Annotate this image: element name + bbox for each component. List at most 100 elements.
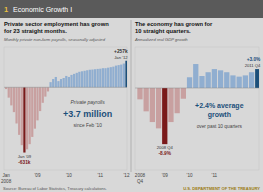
annotation: since Feb '10	[73, 123, 102, 128]
bar	[5, 87, 7, 89]
chart-title: Private sector employment has grownfor 2…	[4, 21, 109, 34]
text-line: Private sector employment has grown	[4, 21, 109, 27]
bar	[99, 69, 101, 88]
annotation: Jan '12	[114, 55, 128, 60]
bar	[34, 87, 36, 128]
chart-title: The economy has grown for10 straight qua…	[135, 21, 213, 34]
bar	[21, 87, 23, 145]
divider	[131, 20, 132, 172]
bar	[73, 74, 75, 87]
bar	[94, 69, 96, 87]
bar	[102, 68, 104, 87]
annotation: +257k	[114, 49, 128, 54]
text-line: 10 straight quarters.	[135, 28, 191, 34]
bar	[212, 69, 217, 88]
bar	[112, 67, 114, 88]
x-tick-label: '10	[66, 173, 72, 178]
big-label: +2.4% averagegrowth	[195, 102, 244, 119]
bar	[199, 76, 204, 88]
bar	[86, 70, 88, 87]
annotation: +3.0%	[247, 57, 261, 62]
bar	[65, 76, 67, 87]
bar	[156, 88, 161, 128]
bar	[218, 70, 223, 88]
bar	[175, 88, 180, 113]
bar	[60, 79, 62, 87]
annotation: 2011 Q4	[245, 63, 261, 68]
annotation: 2008 Q4	[157, 145, 174, 150]
page-title: Economic Growth I	[13, 6, 72, 13]
x-tick-label: '12	[123, 173, 129, 178]
bar	[81, 71, 83, 87]
bar	[255, 69, 259, 88]
bar	[42, 87, 44, 103]
bar	[168, 88, 173, 122]
bar	[115, 66, 117, 88]
bar	[23, 87, 25, 152]
text-line: 2008	[135, 173, 146, 178]
annotation: over past 10 quarters	[197, 124, 243, 129]
bar	[181, 88, 186, 99]
chart: The economy has grown for10 straight qua…	[134, 21, 261, 184]
bar	[123, 64, 125, 88]
bar	[118, 65, 120, 87]
plot-frame	[4, 47, 127, 170]
title-number: 1	[4, 5, 8, 14]
annotation: -8.9%	[158, 151, 171, 156]
zero-line	[4, 87, 127, 88]
bar	[110, 67, 112, 87]
bars	[5, 61, 127, 153]
x-tick-label: '09	[162, 173, 168, 178]
text-line: 2008	[1, 179, 12, 184]
bar	[36, 87, 38, 120]
bar	[52, 79, 54, 87]
text-line: for 23 straight months.	[4, 28, 67, 34]
bar	[206, 72, 211, 88]
bar	[104, 68, 106, 87]
annotation: Private payrolls	[71, 99, 106, 105]
text-line: +2.4% average	[195, 102, 244, 110]
bar	[230, 75, 235, 88]
chart: Private sector employment has grownfor 2…	[1, 21, 130, 184]
bar	[47, 87, 49, 91]
bar	[10, 87, 12, 105]
zero-line	[135, 88, 259, 89]
chart-subtitle: Annualized real GDP growth	[134, 37, 188, 42]
bar	[31, 87, 33, 137]
x-tick-label: '09	[34, 173, 40, 178]
bar	[137, 88, 142, 99]
x-tick-label: '11	[97, 173, 103, 178]
bar	[44, 87, 46, 96]
bar	[120, 65, 122, 88]
bar	[162, 88, 167, 144]
bar	[187, 77, 192, 88]
bar	[57, 81, 59, 87]
bar	[89, 70, 91, 88]
bar	[15, 87, 17, 123]
bar	[91, 70, 93, 88]
bars	[137, 64, 259, 144]
bar	[26, 87, 28, 149]
plot-frame	[135, 47, 259, 170]
bar	[76, 73, 78, 87]
bar	[55, 77, 57, 87]
x-tick-label: '11	[212, 173, 218, 178]
bar	[63, 78, 65, 87]
bar	[78, 72, 80, 88]
bar	[29, 87, 31, 144]
annotation: Jan '09	[18, 154, 32, 159]
bar	[18, 87, 20, 135]
bar	[249, 72, 254, 88]
bar	[144, 88, 149, 111]
text-line: Jan	[2, 173, 10, 178]
header-bar	[0, 0, 263, 18]
bar	[237, 77, 242, 88]
x-tick-label: Jan2008	[1, 173, 12, 184]
text-line: The economy has grown for	[135, 21, 213, 27]
bar	[8, 87, 10, 97]
page: 1 Economic Growth I Private sector employm…	[0, 0, 263, 192]
bar	[193, 64, 198, 88]
background	[0, 0, 263, 192]
bar	[97, 69, 99, 87]
bar	[13, 87, 15, 112]
